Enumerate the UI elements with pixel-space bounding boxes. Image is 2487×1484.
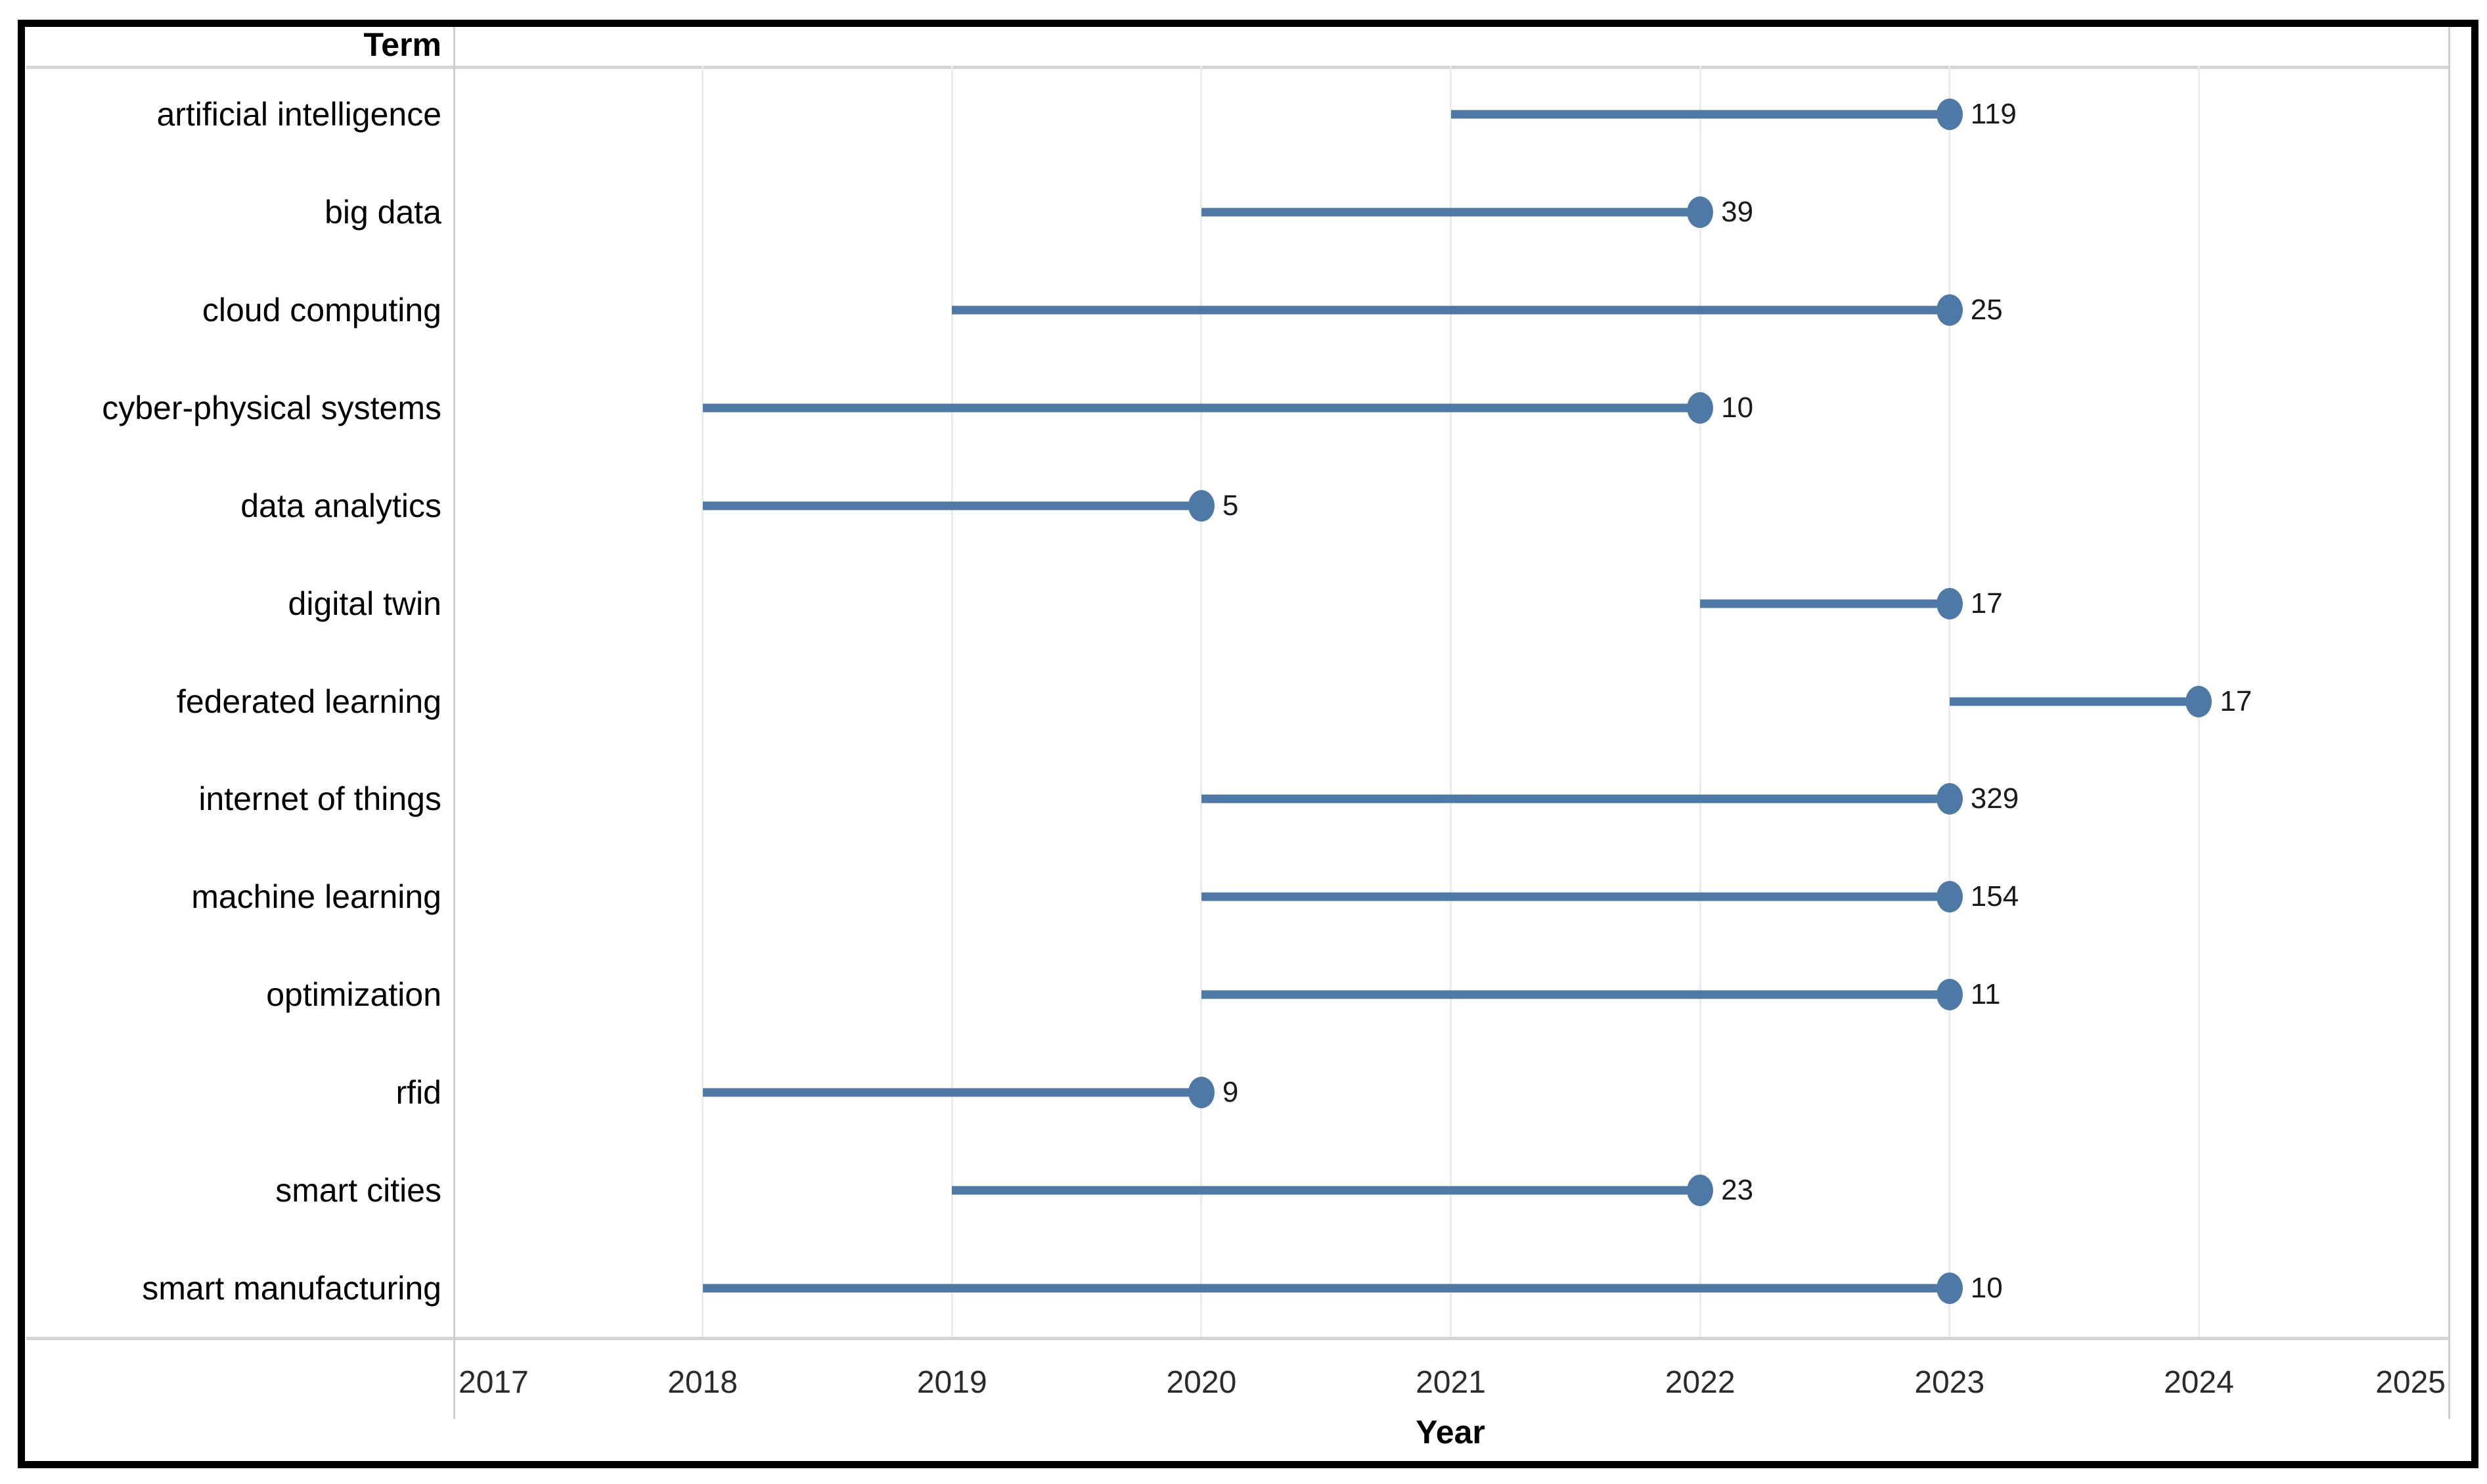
term-label: internet of things <box>198 780 441 818</box>
x-tick-label: 2024 <box>2163 1365 2234 1400</box>
timeline-line <box>702 501 1201 510</box>
end-year-dot <box>1687 196 1714 229</box>
term-label: cyber-physical systems <box>102 389 441 426</box>
chart-border-frame <box>18 20 2478 1468</box>
timeline-line <box>1201 208 1701 217</box>
term-label: data analytics <box>240 487 441 524</box>
term-label: cloud computing <box>202 292 441 329</box>
value-label: 119 <box>1970 98 2017 131</box>
term-label: smart manufacturing <box>142 1269 441 1307</box>
end-year-dot <box>1936 881 1963 913</box>
timeline-line <box>1201 892 1950 901</box>
term-label: rfid <box>395 1073 441 1111</box>
value-label: 17 <box>2220 685 2252 717</box>
end-year-dot <box>1936 979 1963 1011</box>
value-label: 39 <box>1721 196 1754 229</box>
x-tick-label: 2021 <box>1416 1365 1486 1400</box>
end-year-dot <box>1687 1174 1714 1206</box>
term-label: artificial intelligence <box>156 96 441 133</box>
end-year-dot <box>1936 587 1963 619</box>
x-tick-label: 2022 <box>1665 1365 1736 1400</box>
timeline-line <box>702 1284 1950 1293</box>
value-label: 11 <box>1970 978 2001 1011</box>
term-label: big data <box>325 194 441 231</box>
header-separator-line <box>26 66 2448 69</box>
value-label: 10 <box>1970 1271 2003 1304</box>
x-axis-line <box>26 1337 2448 1340</box>
value-label: 25 <box>1970 294 2003 326</box>
value-label: 23 <box>1721 1173 1754 1206</box>
x-tick-label: 2025 <box>2375 1365 2446 1400</box>
x-tick-label: 2017 <box>459 1365 529 1400</box>
end-year-dot <box>1936 294 1963 326</box>
timeline-line <box>702 403 1701 413</box>
end-year-dot <box>1188 489 1215 522</box>
end-year-dot <box>1936 99 1963 131</box>
year-gridline <box>1699 66 1701 1337</box>
year-gridline <box>1450 66 1452 1337</box>
end-year-dot <box>1687 392 1714 424</box>
value-label: 5 <box>1222 489 1239 522</box>
year-gridline <box>1200 66 1203 1337</box>
term-label: smart cities <box>275 1171 441 1209</box>
timeline-line <box>952 305 1950 315</box>
end-year-dot <box>2185 685 2212 717</box>
value-label: 10 <box>1721 391 1754 424</box>
timeline-line <box>1201 794 1950 803</box>
timeline-line <box>1450 110 1950 119</box>
term-label: federated learning <box>176 683 441 720</box>
term-label: digital twin <box>288 585 441 622</box>
x-tick-label: 2019 <box>916 1365 987 1400</box>
value-label: 17 <box>1970 587 2003 619</box>
plot-right-edge-line <box>2448 27 2450 1419</box>
year-gridline <box>702 66 704 1337</box>
term-column-header: Term <box>363 26 441 63</box>
term-label: optimization <box>266 976 441 1014</box>
value-label: 154 <box>1970 880 2019 913</box>
end-year-dot <box>1188 1076 1215 1108</box>
end-year-dot <box>1936 1272 1963 1304</box>
x-tick-label: 2018 <box>667 1365 738 1400</box>
timeline-line <box>1201 990 1950 999</box>
x-tick-label: 2023 <box>1914 1365 1985 1400</box>
x-tick-label: 2020 <box>1166 1365 1237 1400</box>
value-label: 329 <box>1970 782 2019 815</box>
year-gridline <box>951 66 953 1337</box>
timeline-line <box>1700 599 1950 608</box>
label-column-separator <box>453 27 455 1419</box>
end-year-dot <box>1936 783 1963 815</box>
timeline-line <box>952 1186 1701 1195</box>
timeline-line <box>1949 697 2199 706</box>
term-label: machine learning <box>191 878 441 916</box>
timeline-line <box>702 1088 1201 1097</box>
x-axis-title: Year <box>1416 1414 1485 1450</box>
value-label: 9 <box>1222 1075 1239 1108</box>
